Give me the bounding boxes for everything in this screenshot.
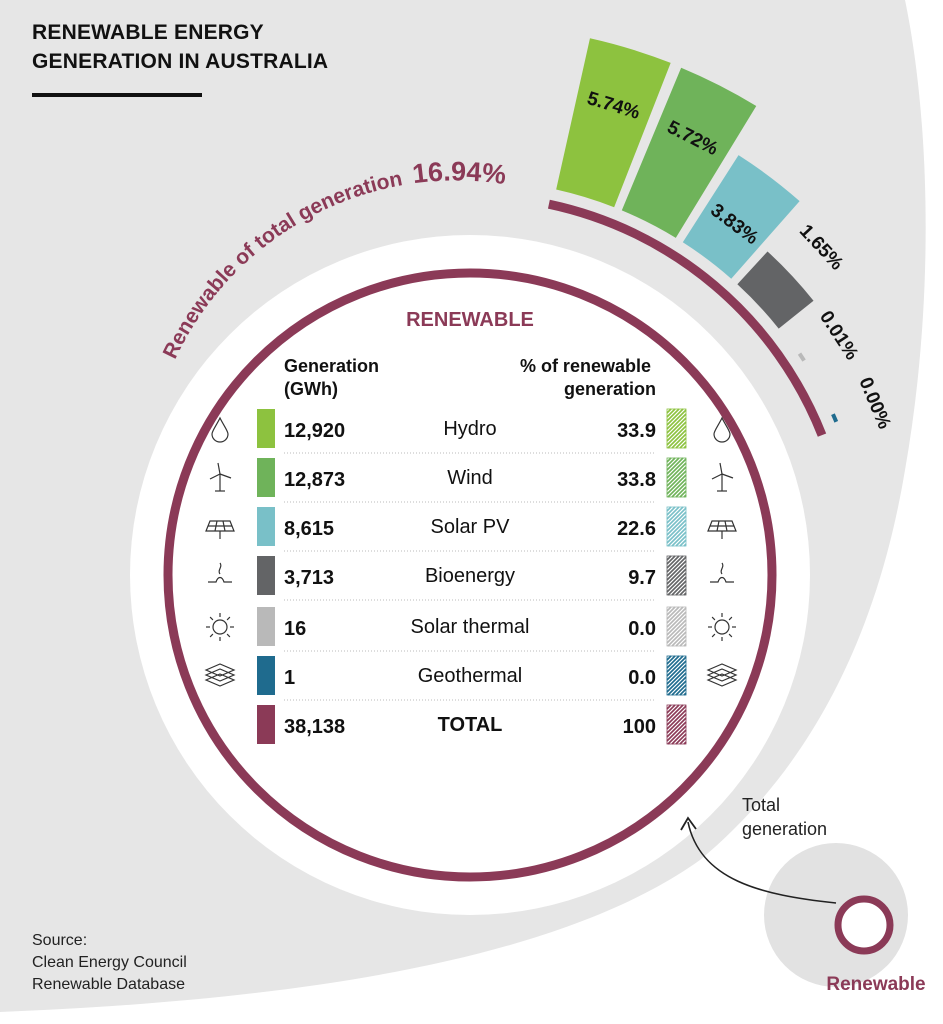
wind-turbine-icon: [209, 462, 232, 492]
table-row: 12,920 Hydro 33.9: [211, 408, 731, 454]
col-generation-line1: Generation: [284, 356, 379, 376]
table-heading: RENEWABLE: [406, 309, 534, 331]
solar-panel-icon: [205, 520, 235, 539]
source-name: Wind: [447, 467, 493, 489]
hatched-swatch: [666, 704, 687, 745]
solar-panel-icon: [707, 520, 737, 539]
wind-turbine-icon: [711, 462, 734, 492]
hatched-swatch: [666, 655, 687, 696]
bioenergy-icon: [208, 562, 232, 583]
col-percent-line2: generation: [564, 379, 656, 399]
sun-icon: [206, 613, 234, 641]
legend-renewable-label: Renewable: [826, 974, 925, 995]
table-row: 1 Geothermal 0.0: [204, 655, 738, 701]
bioenergy-icon: [710, 562, 734, 583]
col-percent-header: % of renewable generation: [520, 356, 656, 399]
percent-value: 9.7: [628, 567, 656, 589]
color-swatch: [257, 458, 275, 497]
percent-value: 0.0: [628, 618, 656, 640]
legend-total-line2: generation: [742, 819, 827, 839]
color-swatch: [257, 507, 275, 546]
generation-value: 8,615: [284, 518, 334, 540]
source-name: Hydro: [443, 418, 496, 440]
col-generation-line2: (GWh): [284, 379, 338, 399]
table-row: 8,615 Solar PV 22.6: [205, 506, 737, 552]
generation-value: 16: [284, 618, 306, 640]
renewable-share-arc: [547, 199, 827, 437]
radial-bar: 3.83%: [682, 155, 800, 279]
geothermal-layers-icon: [706, 663, 738, 687]
title-line-1: RENEWABLE ENERGY: [32, 21, 264, 44]
source-name: Geothermal: [418, 665, 523, 687]
total-label: TOTAL: [438, 714, 503, 736]
generation-value: 12,920: [284, 420, 345, 442]
table-rows: 12,920 Hydro 33.9 12,873 Wind 33.8 8,615 Solar …: [204, 408, 738, 745]
percent-value: 22.6: [617, 518, 656, 540]
percent-value: 33.9: [617, 420, 656, 442]
generation-value: 1: [284, 667, 295, 689]
water-drop-icon: [211, 416, 229, 443]
hatched-swatch: [666, 457, 687, 498]
source-note: Source: Clean Energy Council Renewable D…: [32, 930, 187, 996]
legend-pointer-arrow: [687, 821, 837, 904]
radial-bars: 5.74%5.72%3.83% 1.65%0.01%0.00%: [556, 38, 895, 432]
sun-icon: [708, 613, 736, 641]
table-row: 12,873 Wind 33.8: [209, 457, 734, 503]
legend-total-label: Total generation: [742, 795, 827, 839]
source-line-1: Source:: [32, 932, 88, 949]
table-row: 3,713 Bioenergy 9.7: [208, 555, 734, 601]
source-name: Solar thermal: [411, 616, 530, 638]
percent-value: 33.8: [617, 469, 656, 491]
total-generation-circle: [130, 235, 810, 915]
title-underline: [32, 93, 202, 97]
arc-label-value: 16.94%: [411, 156, 508, 190]
color-swatch: [257, 656, 275, 695]
source-name: Solar PV: [431, 516, 511, 538]
color-swatch: [257, 409, 275, 448]
water-drop-icon: [713, 416, 731, 443]
hatched-swatch: [666, 506, 687, 547]
source-line-2: Clean Energy Council: [32, 954, 187, 971]
page-title: RENEWABLE ENERGY GENERATION IN AUSTRALIA: [32, 18, 328, 76]
total-percent-value: 100: [623, 716, 656, 738]
geothermal-layers-icon: [204, 663, 236, 687]
legend-total-line1: Total: [742, 795, 780, 815]
generation-value: 12,873: [284, 469, 345, 491]
color-swatch: [257, 705, 275, 744]
source-line-3: Renewable Database: [32, 976, 185, 993]
total-generation-value: 38,138: [284, 716, 345, 738]
radial-bar: 5.72%: [621, 67, 757, 238]
legend-arrow-head: [680, 816, 697, 831]
hatched-swatch: [666, 606, 687, 647]
title-line-2: GENERATION IN AUSTRALIA: [32, 50, 329, 73]
color-swatch: [257, 556, 275, 595]
col-generation-header: Generation (GWh): [284, 356, 384, 399]
radial-bar: 5.74%: [556, 38, 671, 208]
source-name: Bioenergy: [425, 565, 515, 587]
generation-value: 3,713: [284, 567, 334, 589]
col-percent-line1: % of renewable: [520, 356, 651, 376]
color-swatch: [257, 607, 275, 646]
percent-value: 0.0: [628, 667, 656, 689]
table-row: 16 Solar thermal 0.0: [206, 606, 736, 652]
hatched-swatch: [666, 408, 687, 449]
legend-renewable-ring: [834, 895, 894, 955]
renewable-ring: [163, 268, 777, 882]
total-row: 38,138 TOTAL 100: [257, 704, 687, 745]
hatched-swatch: [666, 555, 687, 596]
